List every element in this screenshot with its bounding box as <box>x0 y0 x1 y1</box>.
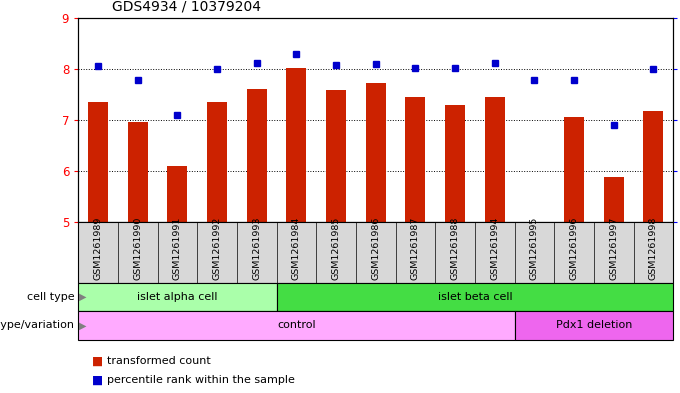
Text: control: control <box>277 320 316 331</box>
Bar <box>366 83 386 222</box>
Bar <box>88 102 108 222</box>
Bar <box>485 97 505 222</box>
Text: GSM1261988: GSM1261988 <box>451 217 460 280</box>
Text: transformed count: transformed count <box>107 356 211 366</box>
Text: ■: ■ <box>92 373 103 387</box>
Text: ▶: ▶ <box>79 320 86 331</box>
Bar <box>445 105 465 222</box>
Text: GSM1261993: GSM1261993 <box>252 216 261 280</box>
Text: genotype/variation: genotype/variation <box>0 320 75 331</box>
Bar <box>326 90 346 222</box>
Text: GSM1261995: GSM1261995 <box>530 217 539 280</box>
Text: islet beta cell: islet beta cell <box>437 292 512 302</box>
Bar <box>247 89 267 222</box>
Bar <box>405 97 425 222</box>
Text: cell type: cell type <box>27 292 75 302</box>
Text: Pdx1 deletion: Pdx1 deletion <box>556 320 632 331</box>
Text: islet alpha cell: islet alpha cell <box>137 292 218 302</box>
Bar <box>643 111 663 222</box>
Bar <box>207 102 227 222</box>
Text: GSM1261994: GSM1261994 <box>490 217 499 280</box>
Bar <box>286 68 306 222</box>
Text: GSM1261984: GSM1261984 <box>292 217 301 280</box>
Text: GSM1261986: GSM1261986 <box>371 217 380 280</box>
Text: ▶: ▶ <box>79 292 86 302</box>
Bar <box>167 166 187 222</box>
Text: percentile rank within the sample: percentile rank within the sample <box>107 375 294 385</box>
Text: GSM1261989: GSM1261989 <box>94 217 103 280</box>
Bar <box>604 177 624 222</box>
Text: GSM1261990: GSM1261990 <box>133 217 142 280</box>
Text: GSM1261998: GSM1261998 <box>649 217 658 280</box>
Text: GSM1261992: GSM1261992 <box>213 217 222 280</box>
Text: GSM1261997: GSM1261997 <box>609 217 618 280</box>
Text: GDS4934 / 10379204: GDS4934 / 10379204 <box>112 0 261 14</box>
Text: GSM1261991: GSM1261991 <box>173 217 182 280</box>
Text: GSM1261985: GSM1261985 <box>332 217 341 280</box>
Text: ■: ■ <box>92 354 103 368</box>
Bar <box>128 122 148 222</box>
Bar <box>564 117 584 222</box>
Text: GSM1261996: GSM1261996 <box>570 217 579 280</box>
Text: GSM1261987: GSM1261987 <box>411 217 420 280</box>
